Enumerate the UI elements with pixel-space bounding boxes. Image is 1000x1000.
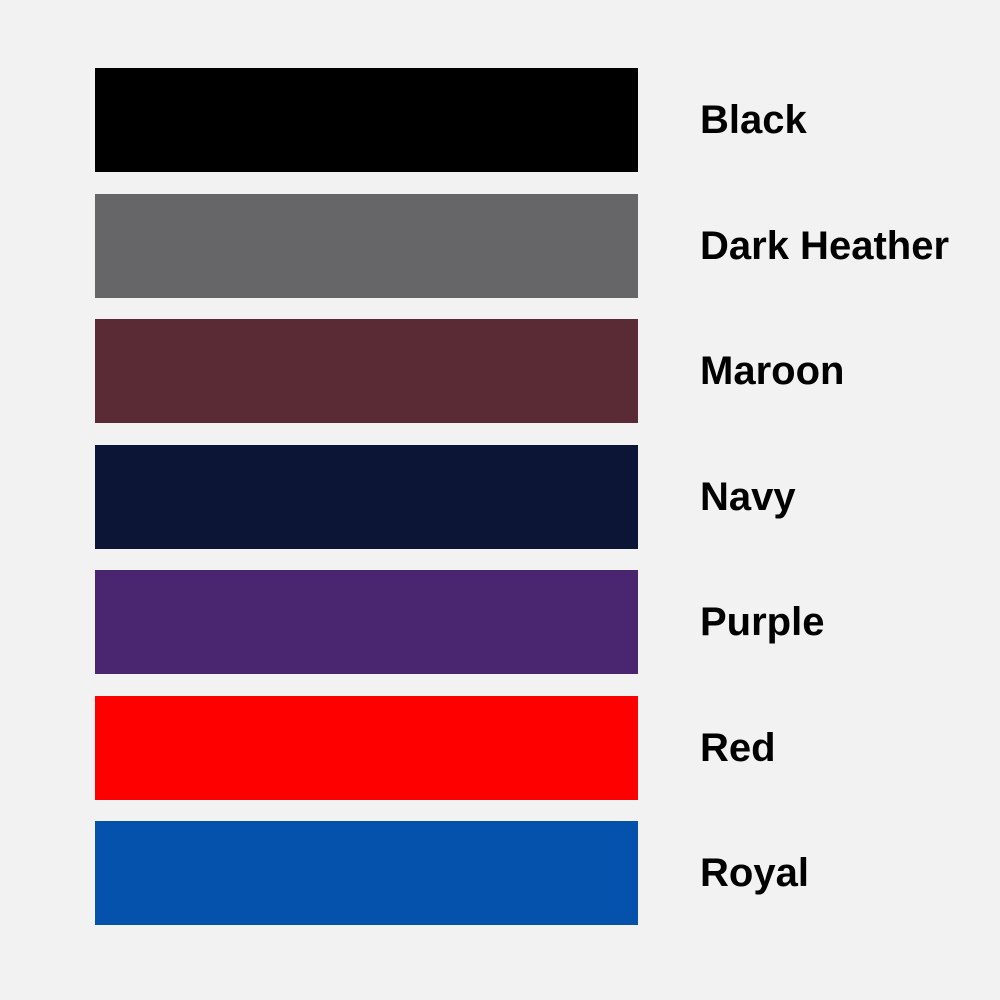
color-swatch (95, 193, 638, 298)
color-row: Black (95, 68, 949, 172)
color-swatch (95, 68, 638, 172)
color-swatch-list: Black Dark Heather Maroon Navy Purple Re… (95, 68, 949, 925)
color-row: Royal (95, 821, 949, 925)
color-label: Royal (700, 851, 809, 895)
color-row: Maroon (95, 319, 949, 423)
color-label: Purple (700, 600, 825, 644)
color-label: Dark Heather (700, 223, 950, 268)
color-swatch (95, 821, 638, 925)
color-swatch (95, 319, 638, 423)
color-label: Black (700, 98, 807, 142)
color-row: Red (95, 695, 949, 800)
color-swatch (95, 695, 638, 800)
color-row: Dark Heather (95, 193, 950, 298)
color-swatch (95, 570, 638, 674)
color-label: Maroon (700, 349, 845, 393)
color-label: Navy (700, 474, 796, 519)
color-swatch (95, 444, 638, 549)
color-label: Red (700, 725, 776, 770)
color-row: Purple (95, 570, 949, 674)
color-row: Navy (95, 444, 949, 549)
